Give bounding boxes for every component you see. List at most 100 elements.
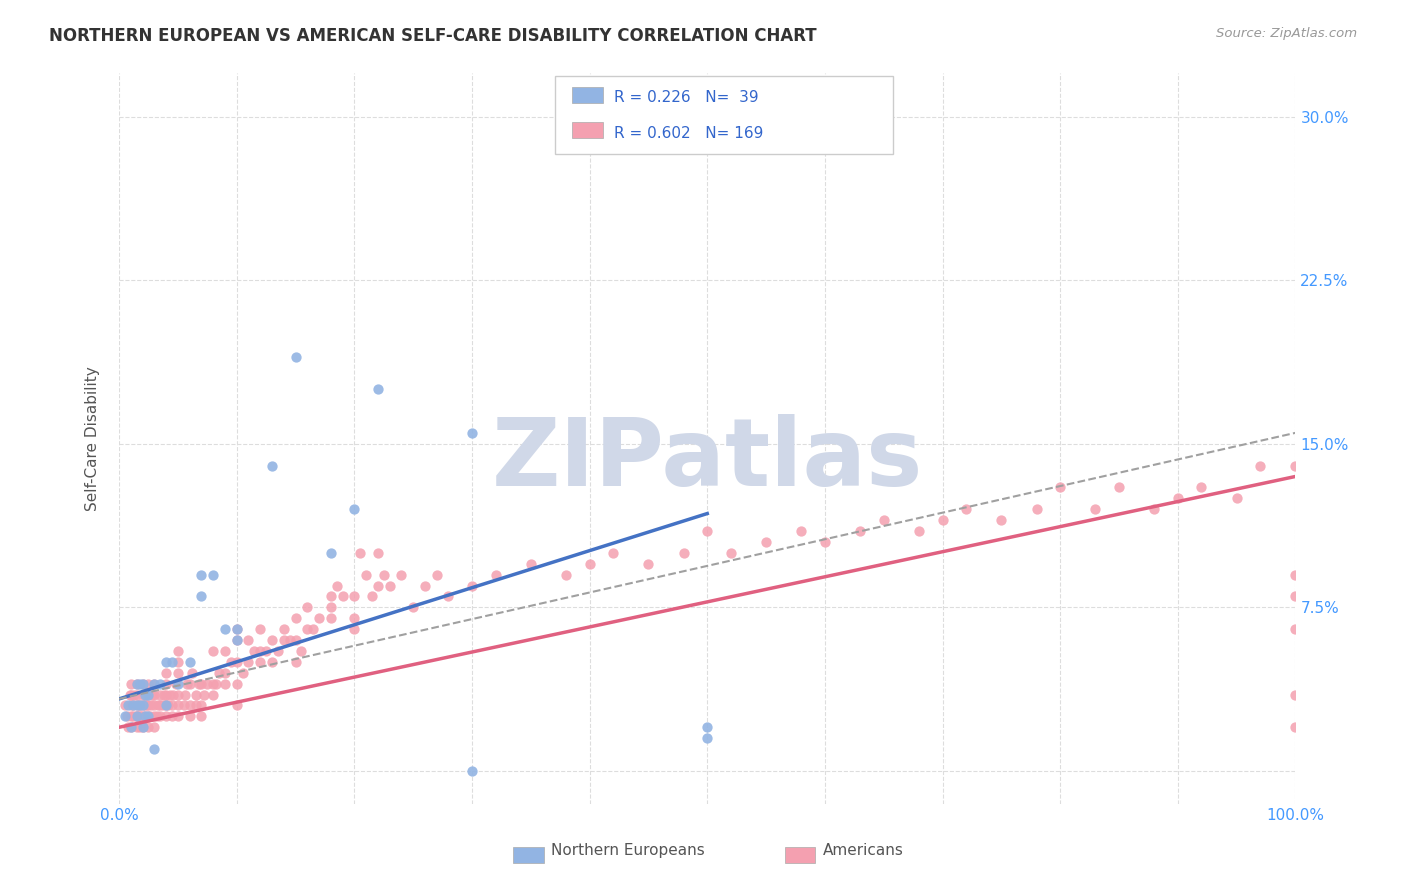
Point	[131, 698, 153, 713]
Point	[232, 665, 254, 680]
Point	[190, 698, 212, 713]
Point	[790, 524, 813, 538]
Point	[138, 676, 160, 690]
Point	[555, 567, 578, 582]
Point	[117, 709, 139, 723]
Point	[125, 688, 148, 702]
Point	[149, 688, 172, 702]
Point	[152, 688, 174, 702]
Point	[814, 535, 837, 549]
Point	[214, 676, 236, 690]
Point	[167, 688, 190, 702]
Point	[131, 709, 153, 723]
Point	[120, 709, 142, 723]
Point	[143, 742, 166, 756]
Point	[131, 709, 153, 723]
Point	[134, 709, 156, 723]
Point	[349, 546, 371, 560]
Point	[484, 567, 506, 582]
Point	[1189, 480, 1212, 494]
Point	[1249, 458, 1271, 473]
Point	[155, 698, 177, 713]
Point	[1025, 502, 1047, 516]
Point	[696, 524, 718, 538]
Point	[219, 655, 242, 669]
Point	[273, 633, 295, 648]
Point	[343, 611, 366, 625]
Point	[214, 644, 236, 658]
Point	[225, 622, 247, 636]
Point	[167, 676, 190, 690]
Point	[378, 578, 401, 592]
Point	[155, 665, 177, 680]
Point	[302, 622, 325, 636]
Point	[114, 698, 136, 713]
Point	[145, 709, 167, 723]
Point	[343, 622, 366, 636]
Point	[461, 578, 484, 592]
Point	[195, 676, 218, 690]
Point	[908, 524, 931, 538]
Point	[461, 425, 484, 440]
Point	[125, 676, 148, 690]
Point	[131, 676, 153, 690]
Point	[143, 698, 166, 713]
Point	[260, 655, 283, 669]
Point	[308, 611, 330, 625]
Point	[152, 698, 174, 713]
Point	[188, 676, 211, 690]
Point	[122, 709, 145, 723]
Point	[225, 698, 247, 713]
Point	[143, 676, 166, 690]
Point	[179, 709, 201, 723]
Point	[849, 524, 872, 538]
Point	[1284, 688, 1306, 702]
Point	[179, 698, 201, 713]
Text: R = 0.226   N=  39: R = 0.226 N= 39	[614, 90, 759, 105]
Point	[1108, 480, 1130, 494]
Point	[149, 698, 172, 713]
Point	[143, 720, 166, 734]
Point	[125, 698, 148, 713]
Y-axis label: Self-Care Disability: Self-Care Disability	[86, 366, 100, 511]
Point	[225, 655, 247, 669]
Point	[125, 709, 148, 723]
Point	[1284, 567, 1306, 582]
Point	[1167, 491, 1189, 506]
Point	[125, 720, 148, 734]
Point	[141, 688, 163, 702]
Point	[990, 513, 1012, 527]
Point	[1284, 590, 1306, 604]
Point	[190, 709, 212, 723]
Point	[578, 557, 600, 571]
Point	[720, 546, 742, 560]
Point	[931, 513, 953, 527]
Point	[278, 633, 301, 648]
Point	[176, 676, 198, 690]
Point	[343, 590, 366, 604]
Point	[225, 676, 247, 690]
Point	[129, 676, 152, 690]
Point	[167, 698, 190, 713]
Point	[214, 622, 236, 636]
Point	[1284, 622, 1306, 636]
Point	[162, 688, 184, 702]
Point	[361, 590, 384, 604]
Point	[174, 688, 197, 702]
Point	[254, 644, 277, 658]
Point	[325, 578, 347, 592]
Point	[120, 676, 142, 690]
Point	[138, 709, 160, 723]
Point	[389, 567, 412, 582]
Point	[343, 502, 366, 516]
Point	[437, 590, 460, 604]
Point	[122, 698, 145, 713]
Point	[143, 688, 166, 702]
Point	[120, 720, 142, 734]
Point	[1084, 502, 1107, 516]
Point	[249, 622, 271, 636]
Point	[129, 698, 152, 713]
Point	[520, 557, 543, 571]
Point	[149, 676, 172, 690]
Text: R = 0.602   N= 169: R = 0.602 N= 169	[614, 126, 763, 141]
